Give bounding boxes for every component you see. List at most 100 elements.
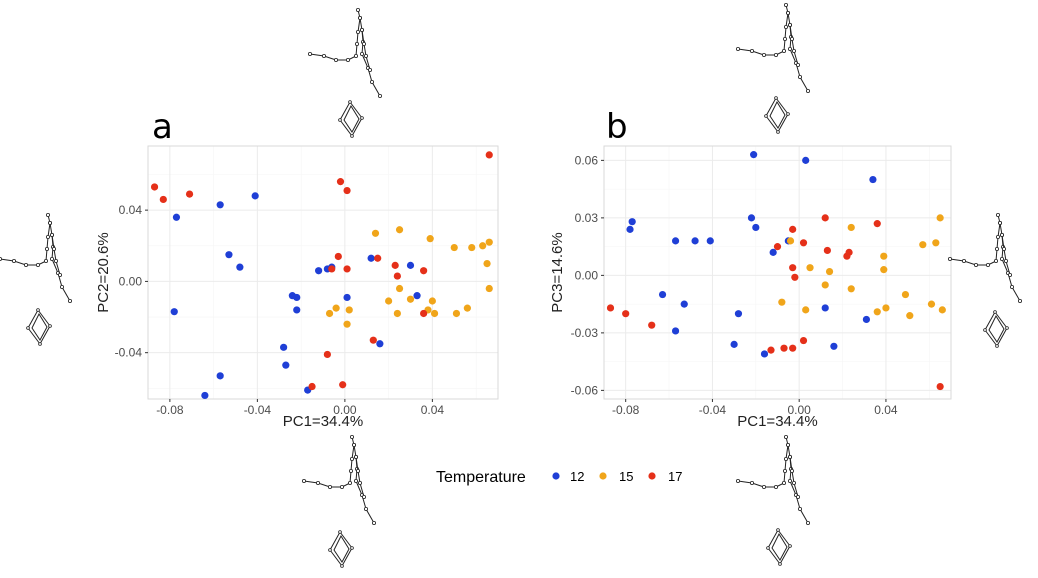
data-point-temp-17 xyxy=(873,220,881,228)
data-point-temp-17 xyxy=(159,195,167,204)
data-point-temp-17 xyxy=(343,186,351,195)
y-axis-title: PC2=20.6% xyxy=(95,232,112,312)
data-point-temp-15 xyxy=(485,238,493,246)
legend-marker-17 xyxy=(648,472,656,480)
data-point-temp-12 xyxy=(869,175,877,184)
data-point-temp-12 xyxy=(752,223,760,232)
data-point-temp-15 xyxy=(802,306,810,314)
data-point-temp-17 xyxy=(485,151,493,159)
data-point-temp-15 xyxy=(938,306,946,314)
scatter-plot-pc1-pc2: -0.08 -0.04 0.00 0.04 -0.04 0.00 0.04 PC1=34.4%… xyxy=(95,145,499,430)
data-point-temp-12 xyxy=(251,192,259,200)
wing-shape-icon xyxy=(948,212,1022,304)
data-point-temp-15 xyxy=(406,295,415,303)
y-tick-label: 0.00 xyxy=(575,268,599,282)
data-point-temp-15 xyxy=(450,243,458,252)
data-point-temp-15 xyxy=(468,243,476,252)
data-point-temp-12 xyxy=(367,254,375,262)
data-point-temp-12 xyxy=(750,151,758,159)
data-point-temp-15 xyxy=(847,285,855,293)
data-point-temp-15 xyxy=(786,237,795,245)
wing-shape-icon xyxy=(736,434,810,526)
data-point-temp-12 xyxy=(671,327,680,335)
data-point-temp-15 xyxy=(880,252,888,260)
x-tick-label: -0.04 xyxy=(699,403,727,417)
x-axis-title: PC1=34.4% xyxy=(283,413,363,430)
data-point-temp-12 xyxy=(293,306,301,314)
data-point-temp-15 xyxy=(426,235,434,243)
y-tick-label: 0.03 xyxy=(575,211,599,225)
data-point-temp-17 xyxy=(767,346,775,354)
data-point-temp-15 xyxy=(485,284,493,293)
genitalia-shape-icon xyxy=(764,96,790,134)
data-point-temp-12 xyxy=(343,293,351,302)
data-point-temp-12 xyxy=(691,237,699,245)
legend-marker-12 xyxy=(552,472,560,480)
data-point-temp-15 xyxy=(393,309,401,318)
data-point-temp-17 xyxy=(420,267,428,275)
scatter-plot-pc1-pc3: -0.08 -0.04 0.00 0.04 -0.06 -0.03 0.00 0.03 0.06… xyxy=(549,145,952,430)
data-point-temp-12 xyxy=(201,391,209,400)
data-point-temp-12 xyxy=(821,304,829,312)
x-axis-title: PC1=34.4% xyxy=(737,413,817,430)
y-axis-title: PC3=14.6% xyxy=(549,232,566,312)
data-point-temp-12 xyxy=(706,237,714,245)
data-point-temp-15 xyxy=(430,309,439,318)
data-point-temp-12 xyxy=(626,225,634,233)
data-point-temp-12 xyxy=(170,308,178,316)
wing-shape-icon xyxy=(0,212,72,304)
data-point-temp-12 xyxy=(282,361,290,369)
data-point-temp-12 xyxy=(406,261,415,269)
data-point-temp-17 xyxy=(823,246,831,255)
legend-title: Temperature xyxy=(436,469,526,486)
data-point-temp-15 xyxy=(332,304,340,312)
data-point-temp-12 xyxy=(830,342,838,350)
data-point-temp-15 xyxy=(778,298,786,306)
wing-shape-icon xyxy=(308,7,382,99)
data-point-temp-12 xyxy=(802,156,810,164)
data-point-temp-15 xyxy=(385,297,393,305)
genitalia-shape-icon xyxy=(328,530,354,568)
data-point-temp-17 xyxy=(789,225,797,233)
data-point-temp-12 xyxy=(658,290,667,299)
legend-marker-15 xyxy=(599,472,607,480)
data-point-temp-12 xyxy=(862,315,871,324)
legend-label-17: 17 xyxy=(668,469,682,484)
y-tick-label: -0.06 xyxy=(571,383,599,397)
data-point-temp-15 xyxy=(825,267,834,276)
genitalia-shape-icon xyxy=(338,100,364,138)
data-point-temp-17 xyxy=(374,254,382,262)
data-point-temp-12 xyxy=(225,251,233,259)
data-point-temp-15 xyxy=(901,290,910,299)
x-tick-label: 0.00 xyxy=(788,403,812,417)
data-point-temp-15 xyxy=(906,312,914,320)
data-point-temp-17 xyxy=(328,265,336,273)
data-point-temp-17 xyxy=(334,252,342,261)
data-point-temp-17 xyxy=(821,214,829,222)
data-point-temp-15 xyxy=(483,259,491,268)
data-point-temp-17 xyxy=(336,178,345,186)
genitalia-shape-icon xyxy=(983,310,1009,348)
genitalia-shape-icon xyxy=(766,528,792,566)
data-point-temp-12 xyxy=(730,340,738,348)
data-point-temp-15 xyxy=(882,304,890,312)
data-point-temp-17 xyxy=(789,344,797,352)
data-point-temp-17 xyxy=(845,248,853,256)
data-point-temp-12 xyxy=(216,372,224,380)
data-point-temp-15 xyxy=(345,306,353,314)
data-point-temp-15 xyxy=(325,309,334,318)
data-point-temp-12 xyxy=(280,343,288,351)
data-point-temp-12 xyxy=(376,340,384,348)
data-point-temp-12 xyxy=(172,213,181,221)
x-tick-label: 0.00 xyxy=(333,403,357,417)
data-point-temp-12 xyxy=(315,267,323,275)
data-point-temp-17 xyxy=(773,243,782,251)
panel-label-a: a xyxy=(152,107,173,147)
data-point-temp-15 xyxy=(873,308,881,316)
data-point-temp-17 xyxy=(648,321,656,329)
data-point-temp-15 xyxy=(452,309,461,318)
data-point-temp-17 xyxy=(789,264,797,272)
y-tick-label: -0.03 xyxy=(571,326,599,340)
data-point-temp-12 xyxy=(413,292,421,300)
data-point-temp-17 xyxy=(780,344,788,352)
